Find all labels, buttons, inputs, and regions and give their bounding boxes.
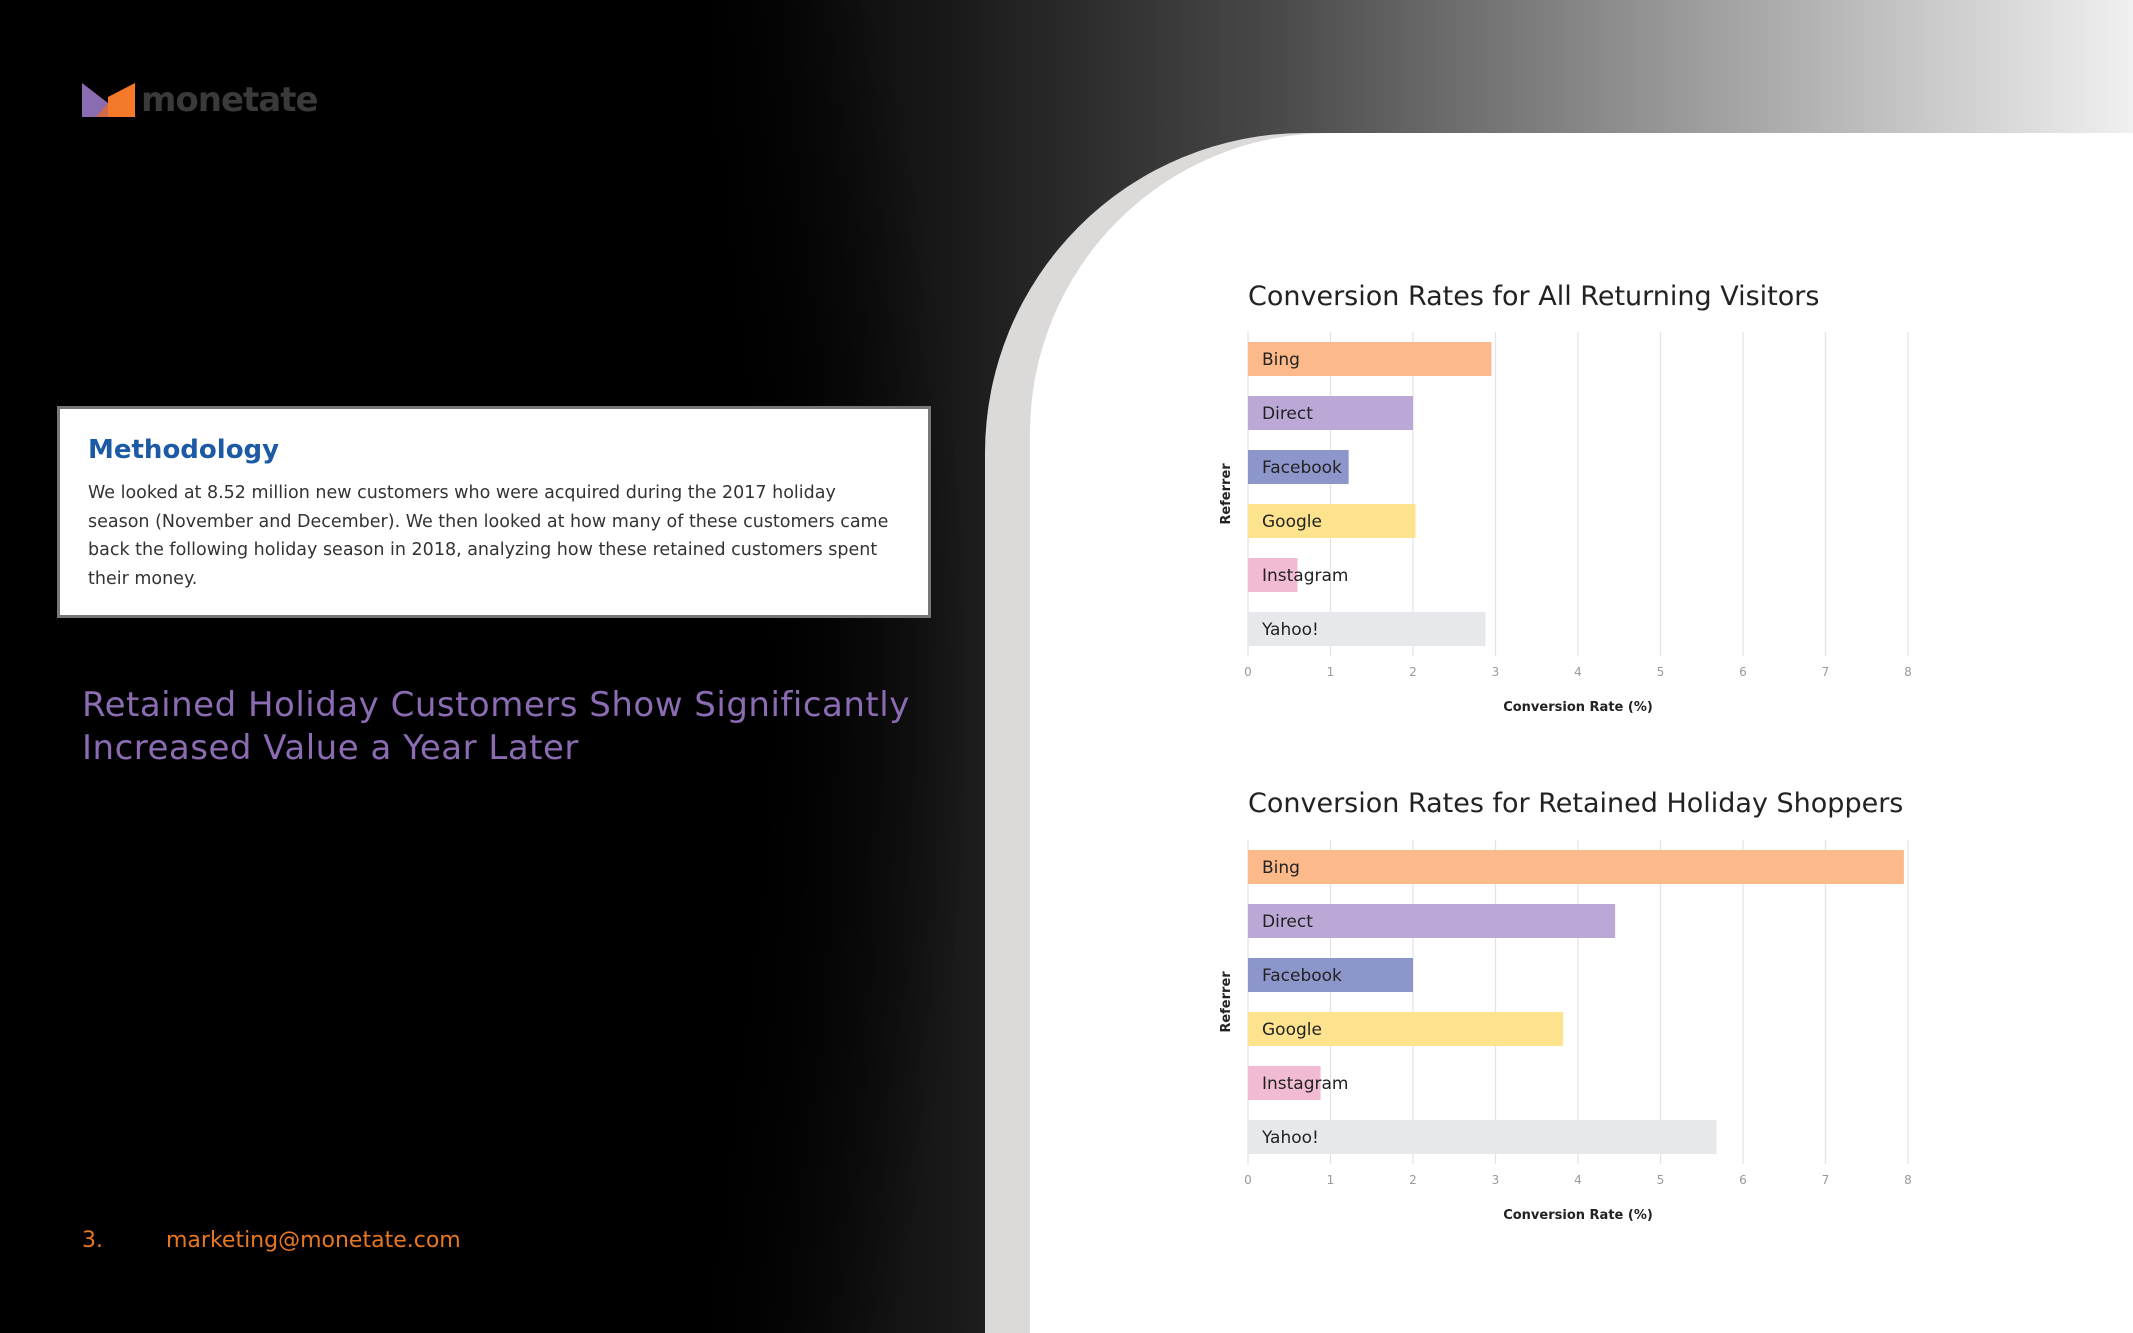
bar-label: Direct [1262, 912, 1313, 932]
y-axis-title: Referrer [1219, 971, 1234, 1033]
x-tick-label: 0 [1244, 665, 1252, 679]
bar-label: Google [1262, 512, 1322, 532]
page-number: 3. [82, 1228, 103, 1253]
chart-2: 0 1 2 3 4 5 6 7 8 Bing Direct Facebook Google Instagr… [1219, 840, 1912, 1223]
methodology-title: Methodology [88, 435, 280, 465]
logo: monetate [82, 80, 319, 120]
x-tick-label: 6 [1739, 1173, 1747, 1187]
x-tick-label: 3 [1492, 665, 1500, 679]
bar-label: Bing [1262, 350, 1300, 370]
methodology-body: We looked at 8.52 million new customers … [88, 483, 889, 589]
headline: Retained Holiday Customers Show Signific… [82, 685, 910, 768]
x-tick-label: 6 [1739, 665, 1747, 679]
methodology-box: Methodology We looked at 8.52 million ne… [57, 406, 931, 618]
x-tick-label: 0 [1244, 1173, 1252, 1187]
bar-label: Yahoo! [1261, 1128, 1319, 1148]
x-tick-label: 5 [1657, 665, 1665, 679]
bar-yahoo [1248, 612, 1486, 646]
bar-bing [1248, 850, 1904, 884]
bar-label: Facebook [1262, 966, 1342, 986]
bar-facebook [1248, 450, 1349, 484]
x-tick-label: 1 [1327, 665, 1335, 679]
bar-label: Instagram [1262, 566, 1349, 586]
bar-label: Google [1262, 1020, 1322, 1040]
chart-1-title: Conversion Rates for All Returning Visit… [1248, 281, 1820, 312]
x-tick-label: 8 [1904, 665, 1912, 679]
bar-label: Instagram [1262, 1074, 1349, 1094]
x-tick-label: 4 [1574, 1173, 1582, 1187]
bar-instagram [1248, 1066, 1321, 1100]
bar-direct [1248, 396, 1413, 430]
bar-label: Direct [1262, 404, 1313, 424]
bar-instagram [1248, 558, 1298, 592]
bar-label: Yahoo! [1261, 620, 1319, 640]
x-tick-label: 1 [1327, 1173, 1335, 1187]
logo-wordmark: monetate [141, 80, 319, 120]
chart-2-title: Conversion Rates for Retained Holiday Sh… [1248, 788, 1904, 819]
x-tick-label: 7 [1822, 1173, 1830, 1187]
x-tick-label: 2 [1409, 665, 1417, 679]
bar-label: Bing [1262, 858, 1300, 878]
x-tick-label: 7 [1822, 665, 1830, 679]
background-shade [0, 0, 990, 1333]
monetate-logo-icon [82, 83, 135, 117]
x-tick-label: 2 [1409, 1173, 1417, 1187]
chart-1: 0 1 2 3 4 5 6 7 8 Bing Direct Facebook Google Instagr… [1219, 332, 1912, 715]
bar-label: Facebook [1262, 458, 1342, 478]
bar-bing [1248, 342, 1492, 376]
bar-direct [1248, 904, 1616, 938]
x-axis-title: Conversion Rate (%) [1503, 1208, 1653, 1223]
bar-google [1248, 504, 1416, 538]
y-axis-title: Referrer [1219, 463, 1234, 525]
bar-google [1248, 1012, 1564, 1046]
x-tick-label: 5 [1657, 1173, 1665, 1187]
x-tick-label: 4 [1574, 665, 1582, 679]
x-axis-title: Conversion Rate (%) [1503, 700, 1653, 715]
bar-yahoo [1248, 1120, 1717, 1154]
x-tick-label: 3 [1492, 1173, 1500, 1187]
x-tick-label: 8 [1904, 1173, 1912, 1187]
contact-email-link[interactable]: marketing@monetate.com [166, 1228, 461, 1253]
bar-facebook [1248, 958, 1413, 992]
